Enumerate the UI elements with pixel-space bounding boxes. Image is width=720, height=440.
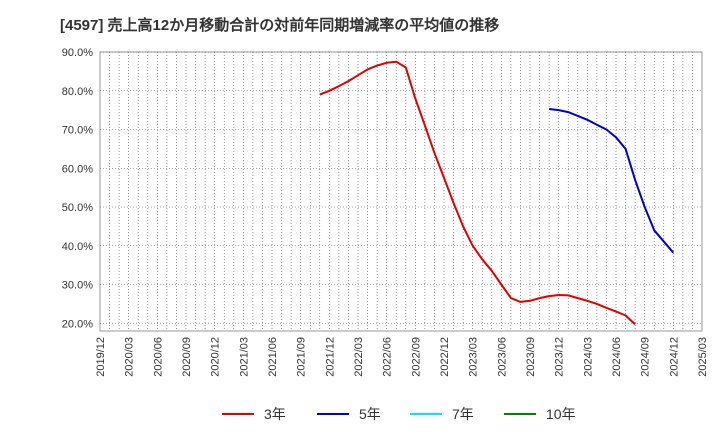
x-tick-label: 2025/03: [697, 337, 709, 377]
x-tick-label: 2020/12: [210, 337, 222, 377]
legend: 3年 5年 7年 10年: [222, 406, 576, 422]
legend-label: 10年: [546, 406, 576, 422]
y-tick-label: 50.0%: [62, 202, 93, 214]
x-tick-label: 2024/06: [611, 337, 623, 377]
x-tick-label: 2019/12: [95, 337, 107, 377]
series-lines: [319, 60, 675, 326]
legend-label: 7年: [452, 406, 474, 422]
chart-title: [4597] 売上高12か月移動合計の対前年同期増減率の平均値の推移: [60, 17, 500, 34]
y-tick-label: 80.0%: [62, 86, 93, 98]
y-tick-label: 70.0%: [62, 125, 93, 137]
y-tick-label: 60.0%: [62, 163, 93, 175]
x-tick-label: 2021/12: [324, 337, 336, 377]
x-tick-label: 2024/12: [668, 337, 680, 377]
x-tick-label: 2021/03: [238, 337, 250, 377]
y-tick-label: 30.0%: [62, 280, 93, 292]
legend-label: 3年: [264, 406, 286, 422]
x-tick-label: 2022/03: [353, 337, 365, 377]
series-line: [548, 108, 675, 254]
x-tick-label: 2023/12: [554, 337, 566, 377]
x-tick-label: 2020/03: [124, 337, 136, 377]
plot-area: [99, 51, 703, 332]
x-tick-label: 2023/06: [496, 337, 508, 377]
x-tick-label: 2022/12: [439, 337, 451, 377]
x-tick-label: 2023/03: [468, 337, 480, 377]
x-tick-label: 2022/09: [410, 337, 422, 377]
x-axis: 2019/12 2020/03 2020/06 2020/09 2020/12 2021/…: [95, 337, 709, 377]
x-tick-label: 2021/09: [296, 337, 308, 377]
y-tick-label: 90.0%: [62, 47, 93, 59]
series-line: [319, 60, 636, 326]
legend-label: 5年: [359, 406, 381, 422]
y-tick-label: 20.0%: [62, 318, 93, 330]
x-tick-label: 2020/06: [152, 337, 164, 377]
x-tick-label: 2024/03: [582, 337, 594, 377]
x-tick-label: 2024/09: [640, 337, 652, 377]
y-axis: 20.0% 30.0% 40.0% 50.0% 60.0% 70.0% 80.0% 90.0%: [62, 47, 93, 330]
x-tick-label: 2021/06: [267, 337, 279, 377]
x-tick-label: 2023/09: [525, 337, 537, 377]
grid-lines: [100, 51, 702, 331]
y-tick-label: 40.0%: [62, 241, 93, 253]
x-tick-label: 2022/06: [382, 337, 394, 377]
x-tick-label: 2020/09: [181, 337, 193, 377]
